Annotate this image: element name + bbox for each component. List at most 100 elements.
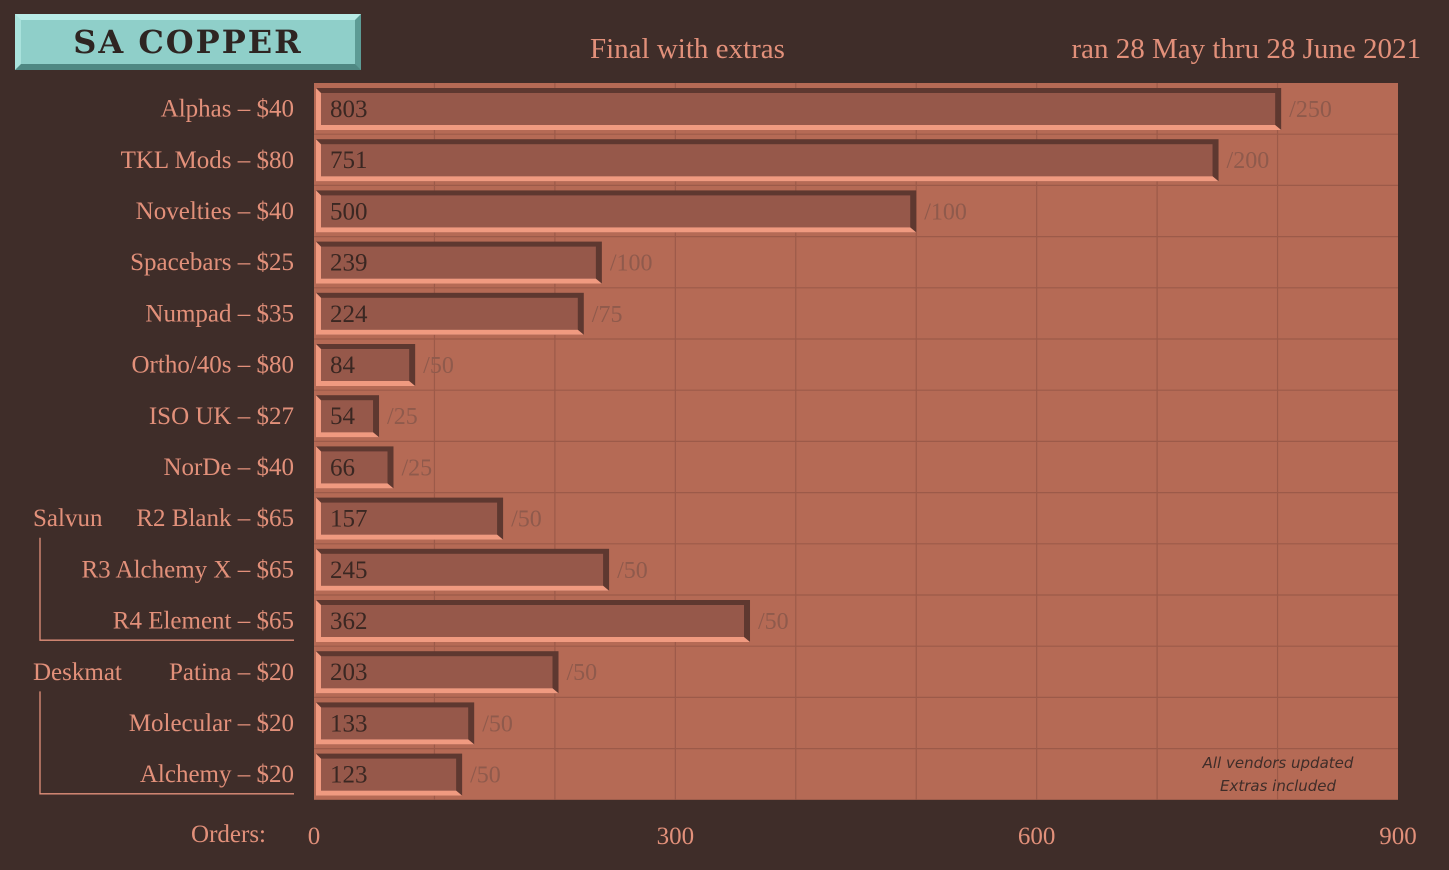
- bar: [316, 93, 1276, 125]
- bar-value-label: 500: [330, 198, 368, 225]
- bar-bevel-bottom: [316, 278, 602, 284]
- bar: [316, 349, 410, 381]
- group-bracket: [39, 537, 294, 641]
- bar-bevel-bottom: [316, 125, 1282, 130]
- bar-value-label: 123: [330, 762, 368, 789]
- bar-bevel-bottom: [316, 432, 380, 438]
- x-tick-label: 900: [1379, 823, 1417, 850]
- bar-value-label: 66: [330, 454, 355, 481]
- bar-bevel-bottom: [316, 176, 1219, 182]
- category-label: Patina – $20: [169, 659, 294, 686]
- bar-target-label: /75: [592, 302, 623, 328]
- chart-annotation: All vendors updated: [1202, 754, 1354, 772]
- date-range: ran 28 May thru 28 June 2021: [1071, 33, 1421, 65]
- bar-bevel-bottom: [316, 637, 751, 642]
- bar: [316, 195, 911, 228]
- bar-bevel-bottom: [316, 381, 416, 386]
- group-label: Deskmat: [33, 659, 122, 686]
- group-label: Salvun: [33, 505, 103, 532]
- bar: [316, 400, 374, 433]
- category-label: Numpad – $35: [145, 300, 294, 327]
- category-label: R4 Element – $65: [113, 608, 294, 635]
- x-tick-label: 0: [308, 823, 321, 850]
- bar: [316, 656, 553, 689]
- logo: SA COPPER: [15, 14, 361, 70]
- bar: [316, 707, 469, 740]
- bar-target-label: /50: [511, 507, 542, 533]
- bar-bevel-left: [316, 651, 321, 694]
- bar-bevel-left: [316, 446, 321, 489]
- category-label: Alphas – $40: [161, 96, 294, 123]
- bar-value-label: 751: [330, 147, 368, 174]
- category-label: ISO UK – $27: [149, 403, 294, 430]
- bar: [316, 246, 596, 279]
- bar-bevel-left: [316, 241, 321, 284]
- bar-value-label: 133: [330, 710, 368, 737]
- bar-target-label: /50: [423, 353, 454, 379]
- chart-annotation: Extras included: [1220, 777, 1337, 795]
- category-label: R3 Alchemy X – $65: [82, 556, 295, 583]
- bar: [316, 297, 578, 330]
- bar: [316, 758, 457, 791]
- bar-target-label: /50: [470, 763, 501, 789]
- bar-target-label: /50: [567, 660, 598, 686]
- logo-text: SA COPPER: [73, 23, 303, 61]
- bar-bevel-left: [316, 344, 321, 386]
- bar-bevel-bottom: [316, 688, 559, 694]
- bar-target-label: /25: [387, 404, 418, 430]
- bar-target-label: /100: [924, 199, 967, 225]
- bar-target-label: /50: [482, 711, 513, 737]
- x-axis-label: Orders:: [191, 821, 266, 848]
- bar-bevel-bottom: [316, 534, 504, 540]
- bar: [316, 553, 604, 586]
- bar-target-label: /200: [1227, 148, 1270, 174]
- bar-bevel-left: [316, 395, 321, 438]
- bar-bevel-bottom: [316, 585, 610, 591]
- bar-target-label: /100: [610, 251, 653, 277]
- bar: [316, 144, 1213, 177]
- chart-subtitle: Final with extras: [590, 33, 785, 65]
- category-label: Alchemy – $20: [140, 761, 294, 788]
- bar-value-label: 239: [330, 250, 368, 277]
- bar-bevel-bottom: [316, 329, 584, 335]
- bar-target-label: /50: [758, 609, 789, 635]
- bar-target-label: /25: [401, 455, 432, 481]
- bar-bevel-left: [316, 702, 321, 745]
- bar-bevel-left: [316, 753, 321, 796]
- category-label: Novelties – $40: [136, 198, 294, 225]
- category-label: Molecular – $20: [129, 710, 294, 737]
- category-label: TKL Mods – $80: [121, 147, 294, 174]
- bar-bevel-left: [316, 600, 321, 642]
- category-label: Ortho/40s – $80: [132, 352, 295, 379]
- group-bracket: [39, 691, 294, 795]
- x-tick-label: 300: [657, 823, 695, 850]
- bar-bevel-left: [316, 497, 321, 540]
- bar: [316, 605, 745, 637]
- bar-value-label: 84: [330, 352, 356, 379]
- bar-value-label: 362: [330, 608, 368, 635]
- bar-value-label: 54: [330, 403, 356, 430]
- bar-bevel-left: [316, 139, 321, 182]
- bar: [316, 451, 388, 484]
- category-label: Spacebars – $25: [130, 249, 294, 276]
- bar-bevel-left: [316, 548, 321, 591]
- category-label: NorDe – $40: [163, 454, 294, 481]
- bar-bevel-left: [316, 88, 321, 130]
- bar: [316, 502, 498, 535]
- category-label: R2 Blank – $65: [136, 505, 294, 532]
- bar-target-label: /250: [1289, 97, 1332, 123]
- bar-bevel-bottom: [316, 483, 394, 489]
- bar-target-label: /50: [617, 558, 648, 584]
- bar-value-label: 245: [330, 557, 368, 584]
- bar-value-label: 803: [330, 96, 368, 123]
- bar-value-label: 203: [330, 659, 368, 686]
- bar-bevel-left: [316, 292, 321, 335]
- bar-value-label: 224: [330, 301, 368, 328]
- bar-bevel-bottom: [316, 739, 475, 745]
- bar-value-label: 157: [330, 506, 368, 533]
- x-tick-label: 600: [1018, 823, 1056, 850]
- bar-bevel-bottom: [316, 790, 463, 796]
- bar-bevel-bottom: [316, 227, 917, 233]
- bar-bevel-left: [316, 190, 321, 233]
